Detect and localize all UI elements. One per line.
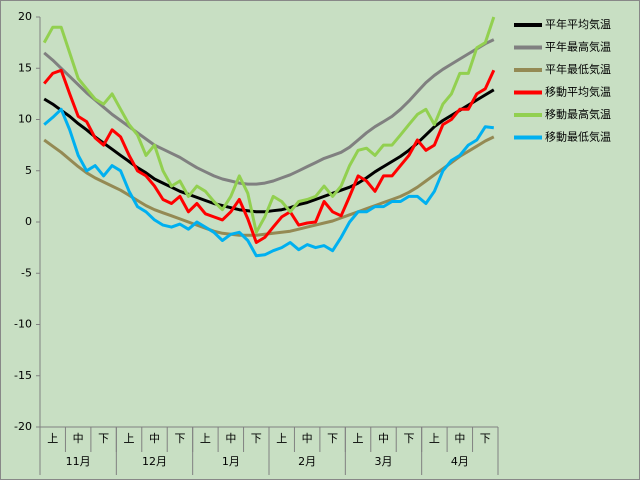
legend-label: 平年平均気温: [545, 17, 611, 31]
y-tick-label: -5: [21, 266, 32, 279]
x-group-label: 11月: [66, 455, 91, 468]
x-tick-label: 上: [429, 432, 440, 445]
x-tick-label: 下: [251, 432, 262, 445]
x-tick-label: 中: [454, 432, 465, 445]
x-group-label: 1月: [222, 455, 240, 468]
legend-label: 移動最低気温: [545, 130, 611, 144]
y-tick-label: 10: [18, 113, 32, 126]
x-tick-label: 下: [174, 432, 185, 445]
x-tick-label: 上: [276, 432, 287, 445]
x-group-label: 2月: [298, 455, 316, 468]
legend-label: 移動最高気温: [545, 107, 611, 121]
x-tick-label: 中: [149, 432, 160, 445]
x-tick-label: 上: [200, 432, 211, 445]
y-tick-label: -20: [14, 420, 32, 433]
y-tick-label: -15: [14, 369, 32, 382]
x-tick-label: 上: [353, 432, 364, 445]
series-line: [42, 16, 496, 234]
x-group-label: 4月: [451, 455, 469, 468]
x-tick-label: 上: [124, 432, 135, 445]
x-tick-label: 下: [98, 432, 109, 445]
x-group-label: 12月: [142, 455, 167, 468]
y-tick-label: 20: [18, 10, 32, 23]
legend-label: 移動平均気温: [545, 85, 611, 99]
x-tick-label: 中: [302, 432, 313, 445]
series-line: [43, 38, 495, 186]
y-tick-label: 15: [18, 61, 32, 74]
x-tick-label: 中: [225, 432, 236, 445]
x-tick-label: 下: [403, 432, 414, 445]
x-tick-label: 中: [73, 432, 84, 445]
y-tick-label: 5: [25, 164, 32, 177]
y-tick-label: 0: [25, 215, 32, 228]
x-tick-label: 中: [378, 432, 389, 445]
legend-label: 平年最低気温: [545, 62, 611, 76]
y-tick-label: -10: [14, 318, 32, 331]
x-group-label: 3月: [375, 455, 393, 468]
series-line: [43, 107, 494, 258]
x-tick-label: 上: [47, 432, 58, 445]
legend-label: 平年最高気温: [545, 40, 611, 54]
series-line: [43, 68, 496, 244]
x-tick-label: 下: [480, 432, 491, 445]
x-tick-label: 下: [327, 432, 338, 445]
